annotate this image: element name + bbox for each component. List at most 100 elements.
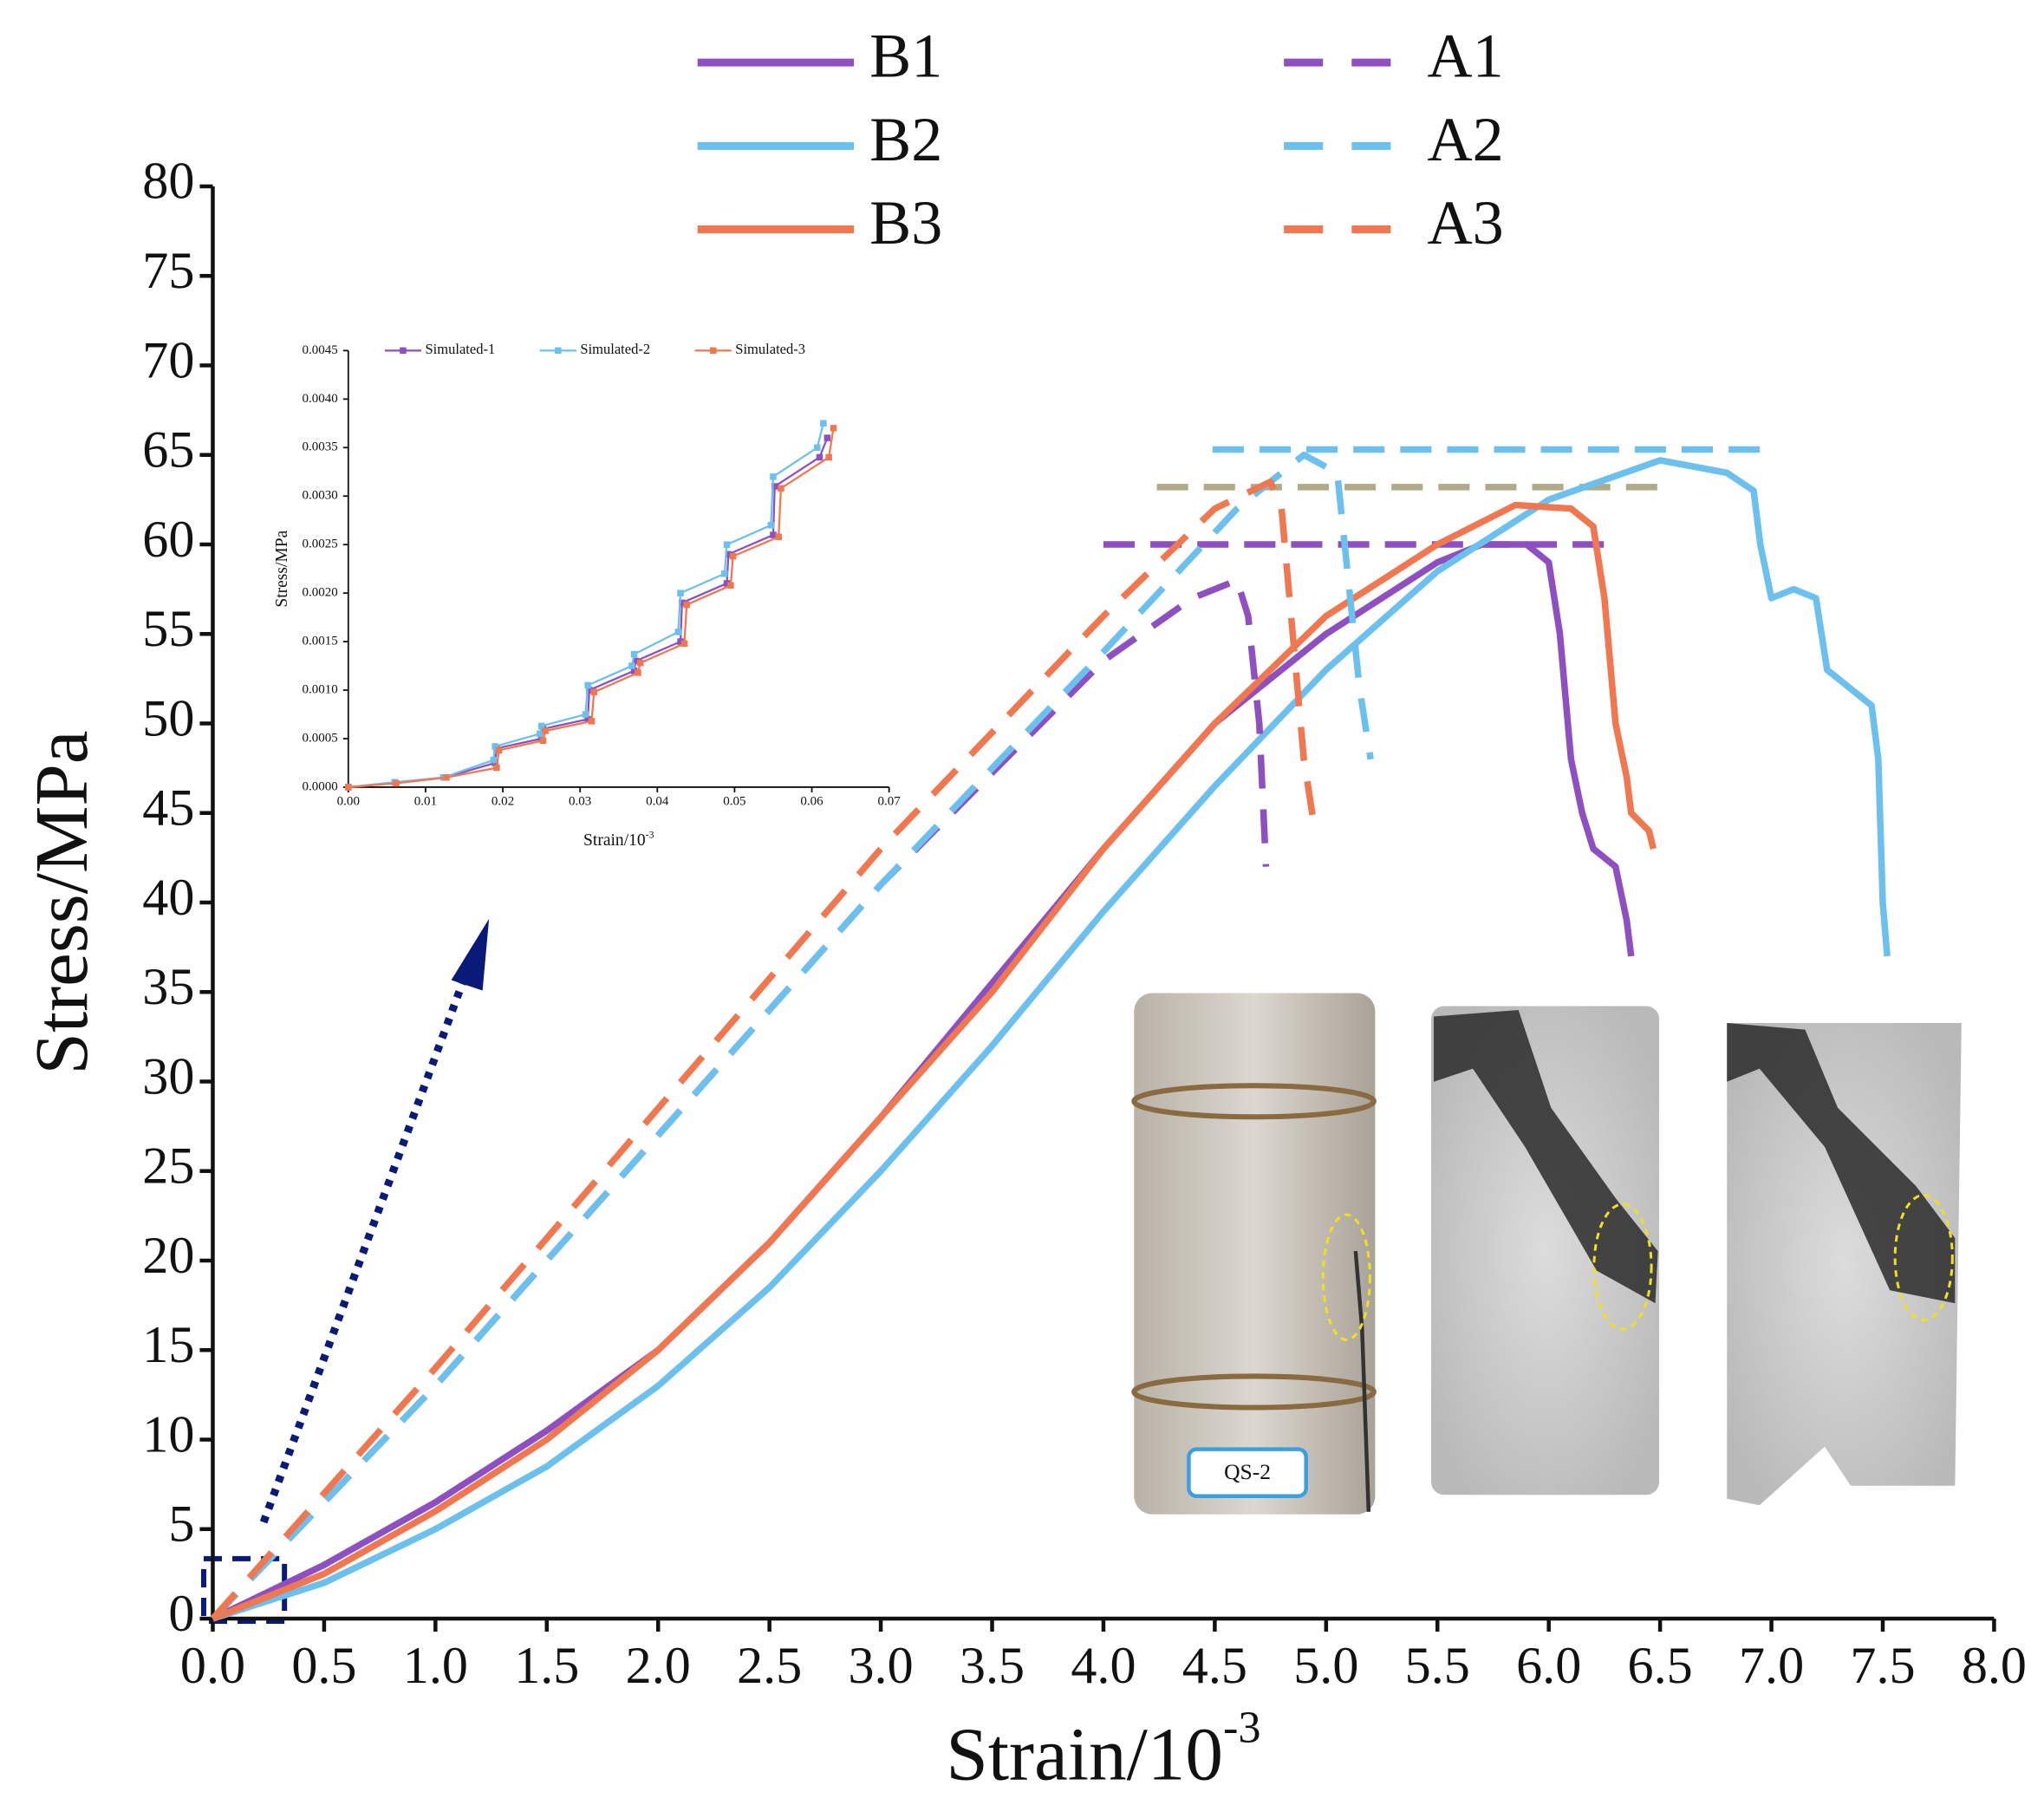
y-tick-label: 0.0000	[302, 779, 337, 793]
point	[677, 638, 684, 645]
point	[490, 756, 498, 764]
point	[582, 711, 589, 718]
photos: QS-2	[1131, 993, 1962, 1515]
label-tag	[1187, 1447, 1308, 1498]
y-tick-label: 0.0010	[302, 683, 337, 697]
y-tick-label: 20	[142, 1227, 194, 1285]
x-tick-label: 0.00	[337, 795, 360, 809]
legend-label: A2	[1428, 105, 1504, 174]
legend-label: A1	[1428, 22, 1504, 91]
y-tick-label: 0.0015	[302, 635, 337, 648]
y-tick-label: 0.0005	[302, 731, 337, 745]
series-line	[210, 451, 1374, 1621]
point	[679, 599, 686, 607]
point	[725, 551, 732, 558]
photo-label: QS-2	[1224, 1459, 1271, 1484]
y-tick-label: 50	[142, 689, 194, 747]
band	[1131, 1083, 1377, 1120]
band	[1131, 1373, 1377, 1411]
point	[723, 541, 731, 548]
specimen-photo	[1134, 993, 1376, 1515]
legend-label: Simulated-3	[735, 341, 805, 357]
legend-label: B1	[869, 22, 942, 91]
point	[495, 746, 503, 754]
point	[770, 531, 777, 538]
x-tick-label: 0.02	[491, 795, 514, 809]
series-line	[348, 423, 825, 789]
point	[586, 687, 593, 694]
point	[778, 485, 784, 492]
legend-label: Simulated-1	[426, 341, 496, 357]
y-tick-label: 40	[142, 869, 194, 927]
legend-label: B2	[869, 105, 942, 174]
x-tick-label: 0.5	[291, 1637, 356, 1695]
x-tick-label: 2.0	[626, 1637, 691, 1695]
series-line	[210, 478, 1318, 1621]
legend-marker	[555, 347, 562, 355]
point	[537, 730, 544, 738]
x-tick-label: 6.5	[1628, 1637, 1693, 1695]
x-tick-label: 4.5	[1182, 1637, 1247, 1695]
x-tick-label: 1.5	[514, 1637, 579, 1695]
y-tick-label: 10	[142, 1405, 194, 1463]
y-tick-label: 65	[142, 421, 194, 479]
y-tick-label: 0.0020	[302, 586, 337, 600]
series-line	[212, 457, 1891, 1622]
point	[584, 681, 591, 689]
simulation-image	[1431, 1006, 1660, 1495]
x-tick-label: 6.0	[1516, 1637, 1581, 1695]
point	[588, 718, 596, 725]
y-tick-label: 15	[142, 1316, 194, 1374]
point	[632, 657, 640, 665]
y-tick-label: 0.0040	[302, 392, 337, 406]
point	[767, 522, 775, 529]
point	[677, 590, 684, 596]
point	[683, 601, 690, 609]
x-axis-title-text: Strain/10	[583, 832, 646, 850]
point	[820, 420, 827, 427]
legend-label: B3	[869, 188, 942, 257]
y-tick-label: 70	[142, 331, 194, 389]
x-tick-label: 4.0	[1071, 1637, 1136, 1695]
highlight	[1893, 1193, 1954, 1322]
point	[493, 764, 500, 772]
y-tick-label: 0.0035	[302, 440, 337, 454]
series-line	[348, 427, 835, 789]
x-tick-label: 5.0	[1293, 1637, 1358, 1695]
x-tick-label: 8.0	[1962, 1637, 2027, 1695]
point	[775, 533, 782, 540]
point	[636, 659, 644, 667]
y-tick-label: 0.0030	[302, 489, 337, 503]
point	[635, 669, 641, 676]
x-tick-label: 3.5	[960, 1637, 1025, 1695]
x-axis-title-exponent: -3	[646, 829, 654, 840]
x-tick-label: 5.5	[1405, 1637, 1470, 1695]
highlight	[1321, 1213, 1371, 1341]
legend-marker	[400, 347, 407, 355]
x-tick-label: 0.07	[878, 795, 902, 809]
point	[729, 552, 737, 560]
x-tick-label: 0.04	[646, 795, 669, 809]
point	[723, 580, 731, 587]
point	[770, 473, 777, 480]
x-axis-title: Strain/10-3	[946, 1703, 1260, 1796]
point	[816, 453, 823, 461]
crack	[1353, 1250, 1371, 1512]
legend-label: A3	[1428, 188, 1504, 257]
point	[393, 779, 400, 787]
legend-marker	[709, 347, 717, 355]
x-tick-label: 0.0	[180, 1637, 245, 1695]
y-tick-label: 60	[142, 511, 194, 569]
point	[814, 444, 821, 452]
x-tick-label: 0.01	[414, 795, 437, 809]
y-tick-label: 45	[142, 779, 194, 837]
point	[630, 650, 638, 658]
y-tick-label: 55	[142, 600, 194, 658]
chart: 0.00 0.01 0.02 0.03 0.04 0.05 0.06 0.07 0.0000 0.…	[273, 341, 901, 850]
y-axis-title: Stress/MPa	[19, 730, 103, 1074]
x-tick-label: 0.05	[723, 795, 745, 809]
point	[674, 629, 682, 635]
point	[825, 453, 832, 461]
x-tick-label: 7.0	[1739, 1637, 1804, 1695]
